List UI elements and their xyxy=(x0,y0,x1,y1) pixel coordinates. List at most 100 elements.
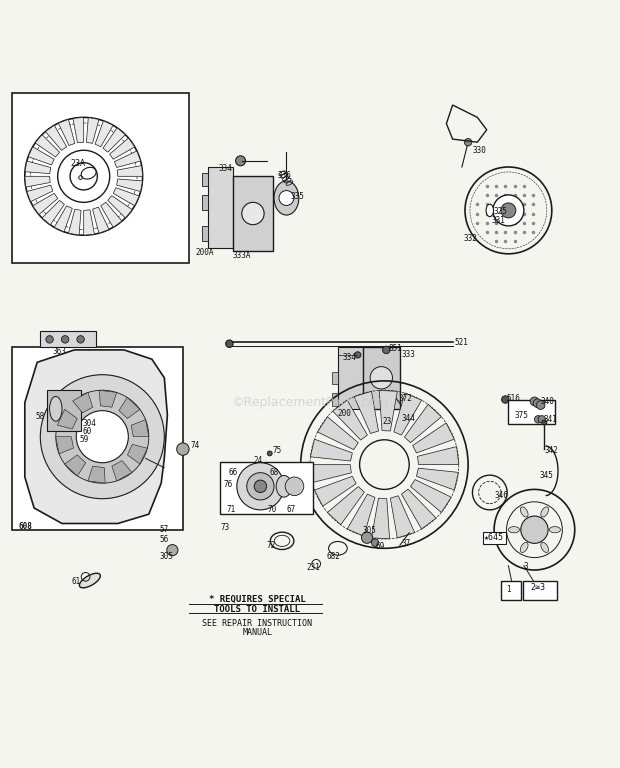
Circle shape xyxy=(267,451,272,456)
Text: 336: 336 xyxy=(277,171,291,180)
Polygon shape xyxy=(73,392,93,413)
Text: 682: 682 xyxy=(326,552,340,561)
Bar xyxy=(12,347,183,530)
Text: 340: 340 xyxy=(541,397,554,406)
Circle shape xyxy=(242,202,264,225)
Text: 71: 71 xyxy=(226,505,236,514)
Polygon shape xyxy=(354,392,378,433)
Circle shape xyxy=(77,336,84,343)
Circle shape xyxy=(371,539,379,547)
Polygon shape xyxy=(119,397,140,419)
Polygon shape xyxy=(99,390,117,407)
Text: 342: 342 xyxy=(544,446,558,455)
Text: 3: 3 xyxy=(524,561,528,571)
Text: ★645: ★645 xyxy=(484,533,504,542)
Ellipse shape xyxy=(508,527,520,533)
Polygon shape xyxy=(317,417,358,449)
Text: 56: 56 xyxy=(160,535,169,544)
Polygon shape xyxy=(413,423,454,453)
Polygon shape xyxy=(58,119,75,145)
Text: 304: 304 xyxy=(82,419,96,428)
Polygon shape xyxy=(95,121,113,147)
Polygon shape xyxy=(417,447,459,465)
Circle shape xyxy=(285,477,304,495)
Polygon shape xyxy=(110,138,135,159)
Text: 305: 305 xyxy=(160,552,174,561)
Bar xyxy=(501,581,521,600)
Polygon shape xyxy=(391,496,415,538)
Bar xyxy=(46,390,81,431)
Circle shape xyxy=(538,415,546,423)
Ellipse shape xyxy=(274,181,299,215)
Text: SEE REPAIR INSTRUCTION: SEE REPAIR INSTRUCTION xyxy=(202,619,312,627)
Text: 330: 330 xyxy=(472,147,486,155)
Circle shape xyxy=(464,138,472,146)
Text: 851: 851 xyxy=(388,343,402,353)
Polygon shape xyxy=(25,350,167,524)
Polygon shape xyxy=(45,125,67,151)
Text: 305: 305 xyxy=(362,526,376,535)
Text: 67: 67 xyxy=(286,505,296,514)
Text: 76: 76 xyxy=(223,480,232,489)
Polygon shape xyxy=(113,187,140,206)
Text: 341: 341 xyxy=(544,415,557,424)
Polygon shape xyxy=(417,468,458,490)
Text: 363: 363 xyxy=(53,346,66,356)
Polygon shape xyxy=(112,461,132,481)
Circle shape xyxy=(361,532,373,543)
Text: 73: 73 xyxy=(220,523,229,532)
Text: 335: 335 xyxy=(290,192,304,201)
Bar xyxy=(363,347,400,409)
Circle shape xyxy=(536,401,545,409)
Polygon shape xyxy=(115,151,141,167)
Text: 372: 372 xyxy=(399,394,412,402)
Circle shape xyxy=(493,195,524,226)
Polygon shape xyxy=(402,489,436,529)
Polygon shape xyxy=(56,437,74,454)
Polygon shape xyxy=(88,466,105,483)
Text: 516: 516 xyxy=(507,394,520,402)
Text: 59: 59 xyxy=(79,435,89,445)
Polygon shape xyxy=(314,476,356,506)
Circle shape xyxy=(61,336,69,343)
Circle shape xyxy=(279,190,294,206)
Polygon shape xyxy=(333,400,367,440)
Text: 333: 333 xyxy=(402,349,415,359)
Polygon shape xyxy=(371,498,389,539)
Polygon shape xyxy=(54,206,73,232)
Circle shape xyxy=(254,480,267,492)
Polygon shape xyxy=(127,445,148,464)
Text: 375: 375 xyxy=(515,411,528,419)
Bar xyxy=(220,462,313,515)
Ellipse shape xyxy=(486,204,494,217)
Polygon shape xyxy=(379,390,397,431)
Polygon shape xyxy=(347,494,375,536)
Circle shape xyxy=(534,415,542,423)
Circle shape xyxy=(40,375,164,498)
Circle shape xyxy=(236,156,246,166)
Text: MANUAL: MANUAL xyxy=(242,628,272,637)
Polygon shape xyxy=(35,134,60,157)
Circle shape xyxy=(355,352,361,358)
Polygon shape xyxy=(42,200,64,225)
Circle shape xyxy=(247,472,274,500)
Circle shape xyxy=(521,516,548,543)
Polygon shape xyxy=(33,194,58,214)
Text: 37: 37 xyxy=(402,539,411,548)
Text: 200: 200 xyxy=(337,409,351,418)
Text: 333A: 333A xyxy=(232,251,251,260)
Circle shape xyxy=(177,443,189,455)
Bar xyxy=(40,331,96,347)
Circle shape xyxy=(167,545,178,556)
Bar xyxy=(202,174,208,186)
Bar xyxy=(12,93,189,263)
Circle shape xyxy=(56,390,149,483)
Polygon shape xyxy=(410,479,451,512)
Text: 521: 521 xyxy=(454,338,468,347)
Bar xyxy=(523,581,557,600)
Polygon shape xyxy=(103,127,125,152)
Text: 66: 66 xyxy=(228,468,237,476)
Bar xyxy=(202,195,208,210)
Circle shape xyxy=(533,399,542,408)
Text: 61: 61 xyxy=(71,577,81,586)
